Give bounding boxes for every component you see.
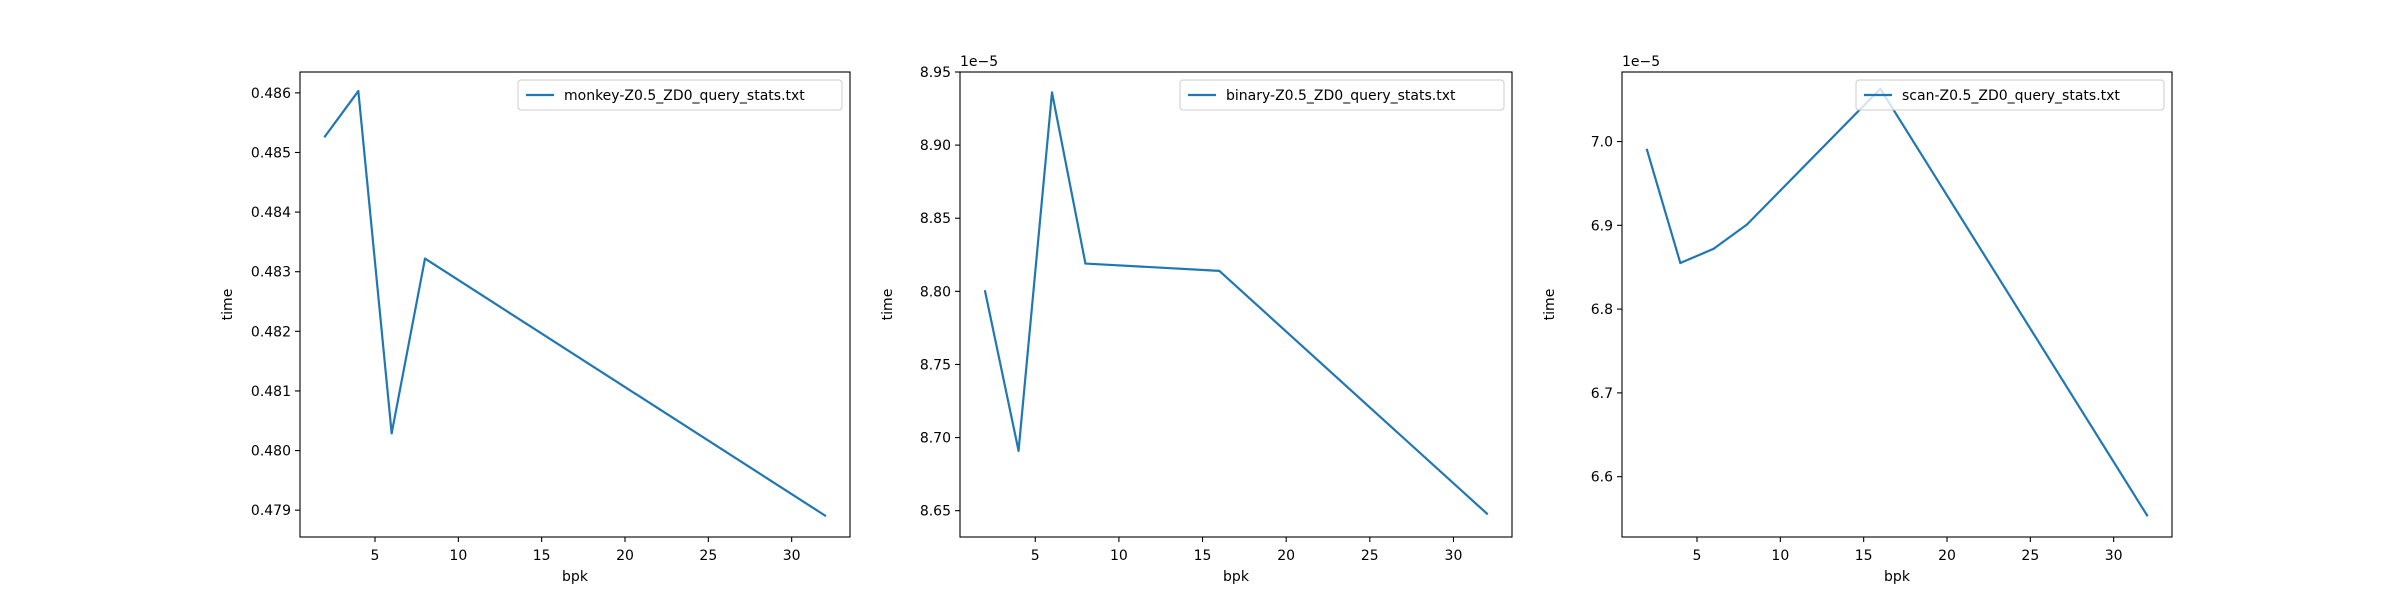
y-tick-label: 0.482 bbox=[251, 324, 291, 340]
y-tick-label: 8.95 bbox=[920, 65, 951, 81]
y-tick-label: 0.481 bbox=[251, 384, 291, 400]
x-tick-label: 5 bbox=[1693, 548, 1702, 564]
x-tick-label: 30 bbox=[783, 548, 801, 564]
y-tick-label: 8.65 bbox=[920, 504, 951, 520]
x-tick-label: 25 bbox=[1361, 548, 1379, 564]
data-point bbox=[1645, 148, 1649, 152]
data-point bbox=[983, 290, 987, 293]
y-tick-label: 6.6 bbox=[1591, 470, 1613, 486]
x-tick-label: 5 bbox=[1031, 548, 1040, 564]
x-tick-label: 30 bbox=[2105, 548, 2123, 564]
y-tick-label: 0.486 bbox=[251, 86, 291, 102]
x-tick-label: 20 bbox=[616, 548, 634, 564]
y-axis-label: time bbox=[1542, 289, 1558, 321]
data-point bbox=[1218, 269, 1221, 272]
legend: scan-Z0.5_ZD0_query_stats.txt bbox=[1855, 79, 2165, 111]
data-point bbox=[323, 135, 327, 138]
axis-offset-label: 1e−5 bbox=[1622, 54, 1660, 70]
data-point bbox=[823, 514, 827, 517]
subplot-1: 5 10 15 20 25 30 0.479 0.480 0.481 0.482 0.483 0.48… bbox=[220, 71, 851, 585]
x-tick-label: 15 bbox=[1855, 548, 1873, 564]
legend-box bbox=[1179, 79, 1505, 111]
y-tick-label: 0.485 bbox=[251, 145, 291, 161]
legend: monkey-Z0.5_ZD0_query_stats.txt bbox=[517, 79, 843, 111]
data-point bbox=[1017, 449, 1020, 452]
y-tick-label: 8.90 bbox=[920, 138, 951, 154]
series-line bbox=[1645, 87, 2149, 517]
x-tick-label: 10 bbox=[1110, 548, 1128, 564]
y-axis-label: time bbox=[880, 289, 896, 321]
y-tick-label: 6.7 bbox=[1591, 386, 1613, 402]
data-point bbox=[1679, 261, 1682, 265]
legend-box bbox=[1855, 79, 2165, 111]
y-tick-label: 8.85 bbox=[920, 211, 951, 227]
data-point bbox=[1084, 262, 1087, 265]
y-tick-label: 8.80 bbox=[920, 284, 951, 300]
data-point bbox=[1712, 247, 1715, 250]
x-axis-label: bpk bbox=[1223, 569, 1250, 585]
y-tick-label: 0.484 bbox=[251, 205, 291, 221]
x-tick-label: 20 bbox=[1277, 548, 1295, 564]
series-line bbox=[323, 89, 827, 518]
axis-offset-label: 1e−5 bbox=[960, 54, 998, 70]
x-tick-label: 25 bbox=[699, 548, 717, 564]
data-point bbox=[1485, 512, 1489, 515]
x-axis-label: bpk bbox=[1884, 569, 1911, 585]
y-tick-label: 6.9 bbox=[1591, 218, 1613, 234]
x-tick-label: 15 bbox=[1194, 548, 1212, 564]
x-tick-label: 30 bbox=[1445, 548, 1463, 564]
y-tick-label: 8.70 bbox=[920, 431, 951, 447]
y-tick-label: 0.483 bbox=[251, 265, 291, 281]
y-tick-label: 0.479 bbox=[251, 503, 291, 519]
x-tick-label: 20 bbox=[1938, 548, 1956, 564]
x-tick-label: 5 bbox=[371, 548, 380, 564]
y-tick-label: 8.75 bbox=[920, 357, 951, 373]
x-tick-label: 15 bbox=[533, 548, 551, 564]
data-point bbox=[2145, 514, 2149, 517]
axes-frame bbox=[1621, 71, 2173, 538]
x-tick-label: 10 bbox=[1771, 548, 1789, 564]
data-point bbox=[390, 432, 393, 435]
data-point bbox=[357, 89, 360, 93]
x-tick-label: 10 bbox=[449, 548, 467, 564]
axes-frame bbox=[299, 71, 851, 538]
legend-label: scan-Z0.5_ZD0_query_stats.txt bbox=[1902, 88, 2120, 104]
subplot-3: 5 10 15 20 25 30 6.6 6.7 6.8 6.9 7.0 1e−5 bpk time sca… bbox=[1542, 54, 2173, 585]
y-tick-label: 7.0 bbox=[1591, 135, 1613, 151]
subplot-2: 5 10 15 20 25 30 8.65 8.70 8.75 8.80 8.85 8.90 8.95 1… bbox=[880, 54, 1513, 585]
data-point bbox=[423, 257, 427, 260]
legend-box bbox=[517, 79, 843, 111]
y-tick-label: 6.8 bbox=[1591, 302, 1613, 318]
x-tick-label: 25 bbox=[2021, 548, 2039, 564]
data-point bbox=[1050, 91, 1054, 94]
legend: binary-Z0.5_ZD0_query_stats.txt bbox=[1179, 79, 1505, 111]
series-line bbox=[983, 91, 1489, 516]
legend-label: binary-Z0.5_ZD0_query_stats.txt bbox=[1226, 88, 1456, 104]
x-axis-label: bpk bbox=[562, 569, 589, 585]
data-point bbox=[1745, 223, 1749, 226]
axes-frame bbox=[959, 71, 1513, 538]
y-tick-label: 0.480 bbox=[251, 444, 291, 460]
y-axis-label: time bbox=[220, 289, 236, 321]
legend-label: monkey-Z0.5_ZD0_query_stats.txt bbox=[564, 88, 805, 104]
